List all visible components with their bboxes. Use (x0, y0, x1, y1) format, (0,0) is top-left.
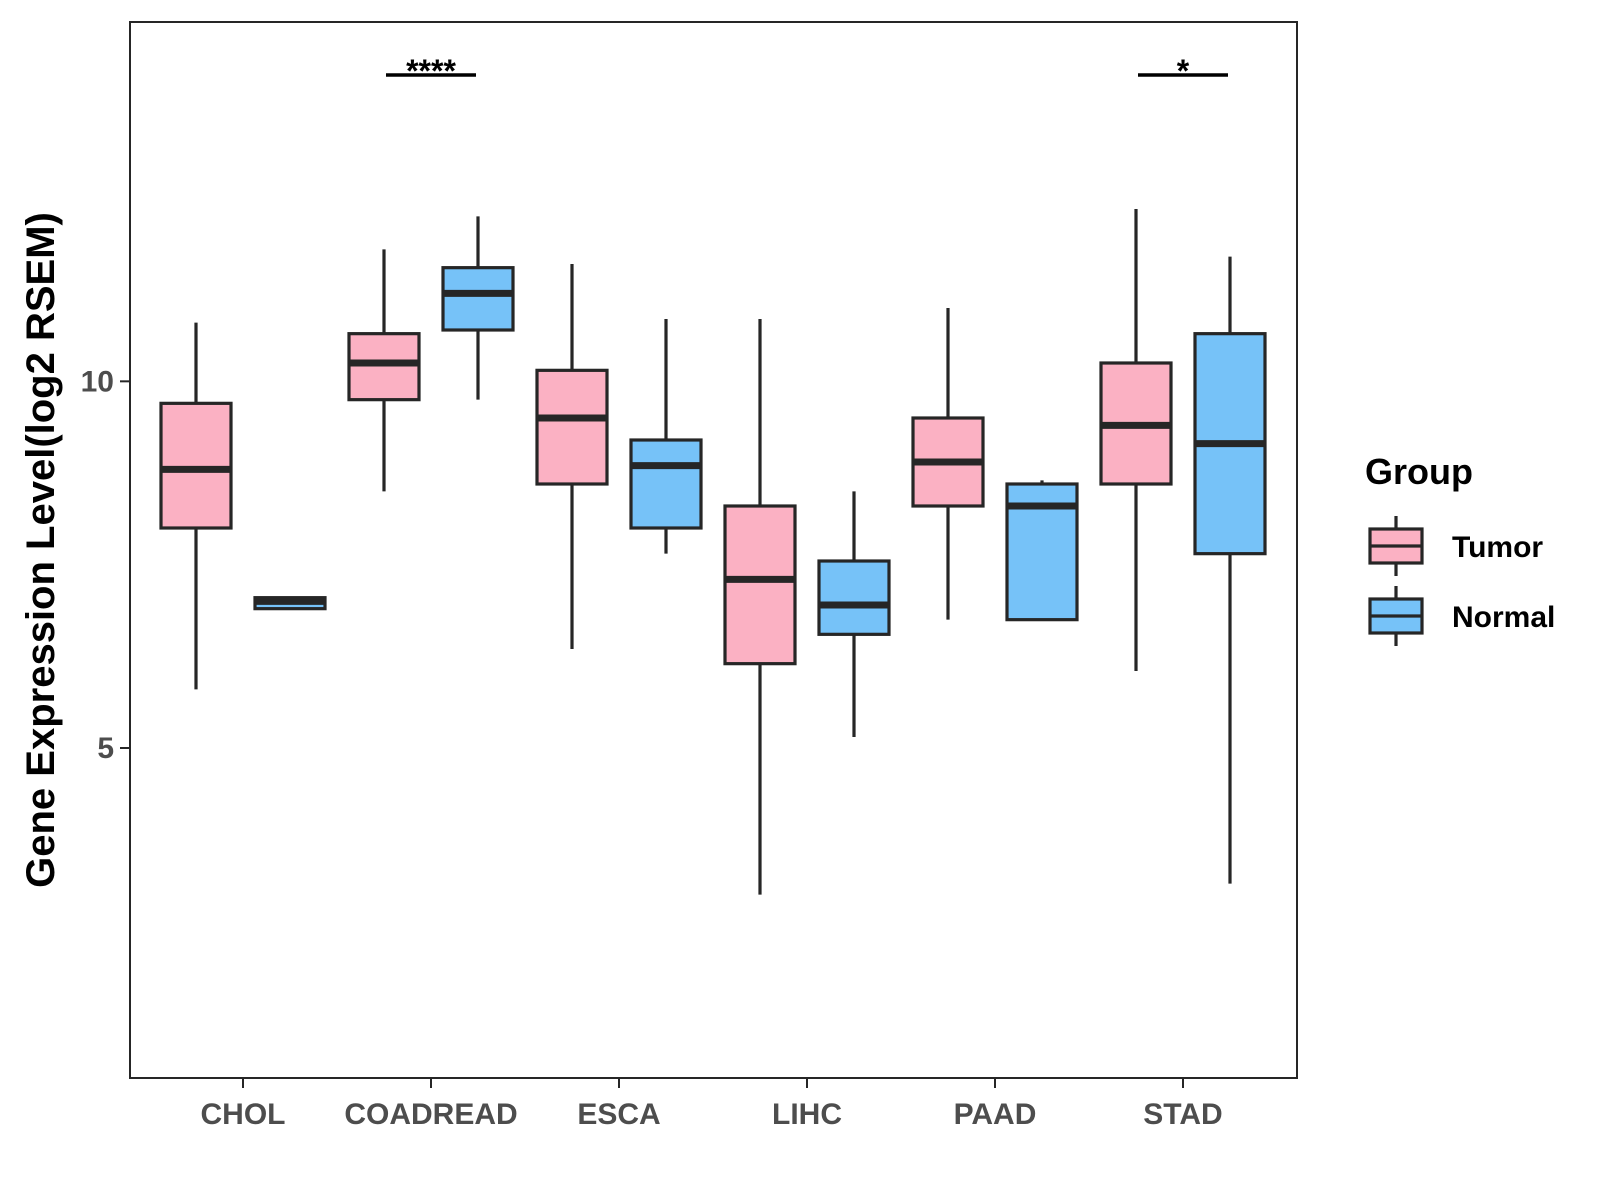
plot-background (130, 22, 1297, 1078)
significance-coadread: **** (386, 53, 476, 89)
y-axis-title: Gene Expression Level(log2 RSEM) (19, 212, 63, 888)
box-tumor-esca (535, 264, 609, 649)
legend-label-tumor: Tumor (1452, 531, 1543, 564)
x-axis: CHOL COADREAD ESCA LIHC PAAD STAD (201, 1078, 1223, 1131)
box-normal-lihc (817, 491, 891, 737)
box-tumor-stad (1099, 209, 1173, 671)
iqr-box-tumor-esca (535, 368, 609, 486)
y-tick-label-10: 10 (81, 365, 114, 398)
legend-title: Group (1365, 451, 1473, 492)
box-tumor-coadread (347, 249, 421, 492)
panel-border (129, 21, 1298, 1079)
y-axis: 5 10 (81, 365, 130, 765)
x-tick-label-esca: ESCA (577, 1098, 660, 1131)
iqr-box-normal-lihc (817, 559, 891, 636)
x-tick-label-chol: CHOL (201, 1098, 286, 1131)
box-normal-esca (629, 319, 703, 554)
iqr-box-tumor-coadread (347, 332, 421, 402)
iqr-box-tumor-lihc (723, 504, 797, 666)
significance-annotations: **** * (386, 53, 1228, 89)
box-normal-coadread (441, 216, 515, 400)
box-tumor-chol (159, 322, 233, 690)
iqr-box-tumor-chol (159, 401, 233, 530)
box-normal-stad (1193, 256, 1267, 884)
y-tick-label-5: 5 (97, 732, 114, 765)
iqr-box-normal-coadread (441, 266, 515, 332)
x-tick-label-stad: STAD (1143, 1098, 1222, 1131)
significance-label: * (1177, 53, 1190, 89)
box-tumor-paad (911, 308, 985, 620)
significance-label: **** (406, 53, 456, 89)
x-tick-label-lihc: LIHC (772, 1098, 842, 1131)
significance-stad: * (1138, 53, 1228, 89)
iqr-box-normal-esca (629, 438, 703, 530)
x-tick-label-coadread: COADREAD (344, 1098, 517, 1131)
x-tick-label-paad: PAAD (954, 1098, 1037, 1131)
box-tumor-lihc (723, 319, 797, 895)
legend-item-tumor: Tumor (1368, 516, 1543, 576)
legend-item-normal: Normal (1368, 586, 1555, 646)
box-normal-paad (1005, 480, 1079, 622)
legend: Group Tumor Normal (1365, 451, 1555, 646)
legend-label-normal: Normal (1452, 601, 1555, 634)
box-normal-chol (253, 596, 327, 611)
boxes-layer (159, 209, 1267, 895)
